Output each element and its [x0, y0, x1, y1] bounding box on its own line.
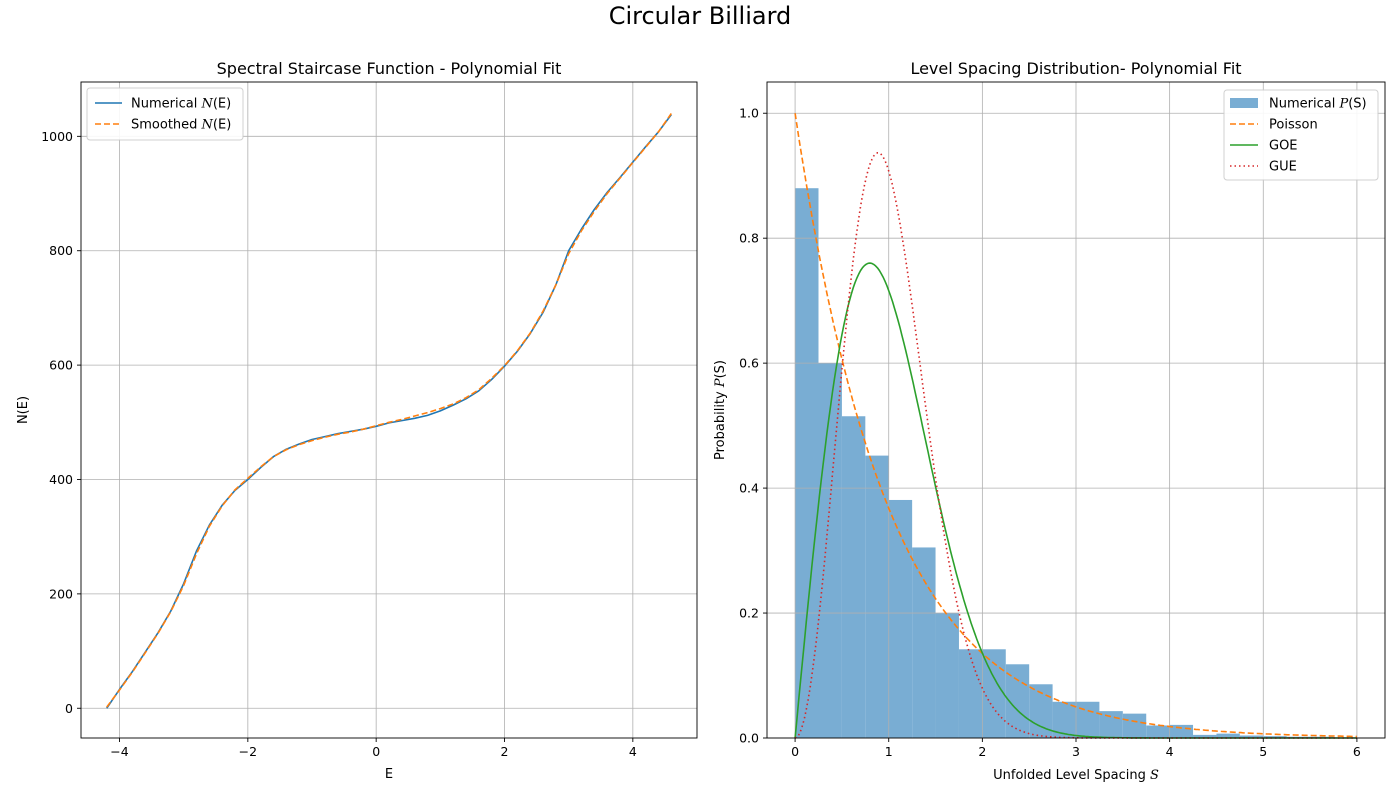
- legend: Numerical N(E) Smoothed N(E): [86, 87, 244, 141]
- histogram-bar: [1099, 711, 1123, 738]
- x-axis-label: E: [385, 767, 393, 782]
- histogram-bar: [1076, 701, 1100, 738]
- histogram-bar: [1169, 724, 1194, 738]
- y-axis-label: N(E): [16, 396, 31, 424]
- histogram-bar: [1052, 701, 1076, 738]
- y-tick-label: 600: [49, 358, 73, 373]
- x-tick-label: 2: [501, 744, 509, 759]
- y-tick-label: 0: [65, 701, 73, 716]
- series-line-numerical: [106, 114, 672, 709]
- histogram-bar: [912, 547, 936, 738]
- legend-label: Smoothed N(E): [131, 118, 231, 133]
- histogram-bar: [1146, 725, 1170, 738]
- histogram-bar: [818, 363, 842, 738]
- y-tick-label: 0.6: [739, 356, 759, 371]
- chart-title: Level Spacing Distribution- Polynomial F…: [910, 59, 1241, 78]
- y-tick-label: 0.8: [739, 231, 759, 246]
- legend-label: Numerical N(E): [131, 97, 231, 112]
- staircase-chart: Spectral Staircase Function - Polynomial…: [16, 59, 698, 782]
- y-tick-label: 1.0: [739, 106, 759, 121]
- x-tick-label: −2: [239, 744, 257, 759]
- x-tick-label: 6: [1353, 744, 1361, 759]
- legend-label: Poisson: [1269, 118, 1318, 133]
- legend-label: GOE: [1269, 139, 1298, 154]
- x-tick-label: 2: [978, 744, 986, 759]
- histogram-bar: [1122, 713, 1147, 738]
- x-tick-label: −4: [110, 744, 128, 759]
- y-tick-label: 200: [49, 586, 73, 601]
- legend-label: Numerical P(S): [1269, 97, 1367, 112]
- histogram-bar: [888, 499, 913, 738]
- series-line-poisson: [794, 113, 1357, 738]
- x-axis-label: Unfolded Level Spacing S: [993, 768, 1159, 783]
- x-tick-label: 5: [1259, 744, 1267, 759]
- y-tick-label: 0.2: [739, 606, 759, 621]
- series-line-smoothed: [106, 113, 672, 708]
- x-tick-label: 0: [372, 744, 380, 759]
- histogram-bar: [1029, 684, 1053, 738]
- spacing-chart: Level Spacing Distribution- Polynomial F…: [713, 59, 1386, 783]
- histogram-bar: [982, 649, 1006, 738]
- x-tick-label: 1: [885, 744, 893, 759]
- x-tick-label: 4: [629, 744, 637, 759]
- legend-swatch: [1230, 98, 1258, 108]
- y-tick-label: 800: [49, 243, 73, 258]
- y-axis-label: Probability P(S): [713, 360, 728, 460]
- histogram-bar: [1216, 733, 1240, 738]
- histogram-bar: [1193, 734, 1217, 738]
- x-tick-label: 0: [791, 744, 799, 759]
- legend-box: [86, 87, 244, 141]
- figure-title: Circular Billiard: [608, 2, 792, 30]
- plot-frame: [80, 81, 698, 739]
- legend: Numerical P(S) Poisson GOE GUE: [1223, 89, 1379, 181]
- histogram-bar: [1263, 736, 1287, 738]
- y-tick-label: 0.0: [739, 731, 759, 746]
- y-tick-label: 1000: [41, 129, 73, 144]
- y-tick-label: 0.4: [739, 481, 759, 496]
- y-tick-label: 400: [49, 472, 73, 487]
- histogram-bar: [865, 455, 889, 738]
- series-line-gue: [794, 152, 1357, 739]
- x-tick-label: 3: [1072, 744, 1080, 759]
- chart-title: Spectral Staircase Function - Polynomial…: [217, 59, 562, 78]
- histogram-bar: [795, 188, 819, 738]
- histogram-bar: [1239, 735, 1264, 738]
- x-tick-label: 4: [1166, 744, 1174, 759]
- histogram-bar: [935, 613, 959, 738]
- legend-label: GUE: [1269, 160, 1297, 175]
- histogram-bar: [958, 649, 983, 738]
- legend-box: [1223, 89, 1379, 181]
- histogram-bar: [841, 416, 866, 738]
